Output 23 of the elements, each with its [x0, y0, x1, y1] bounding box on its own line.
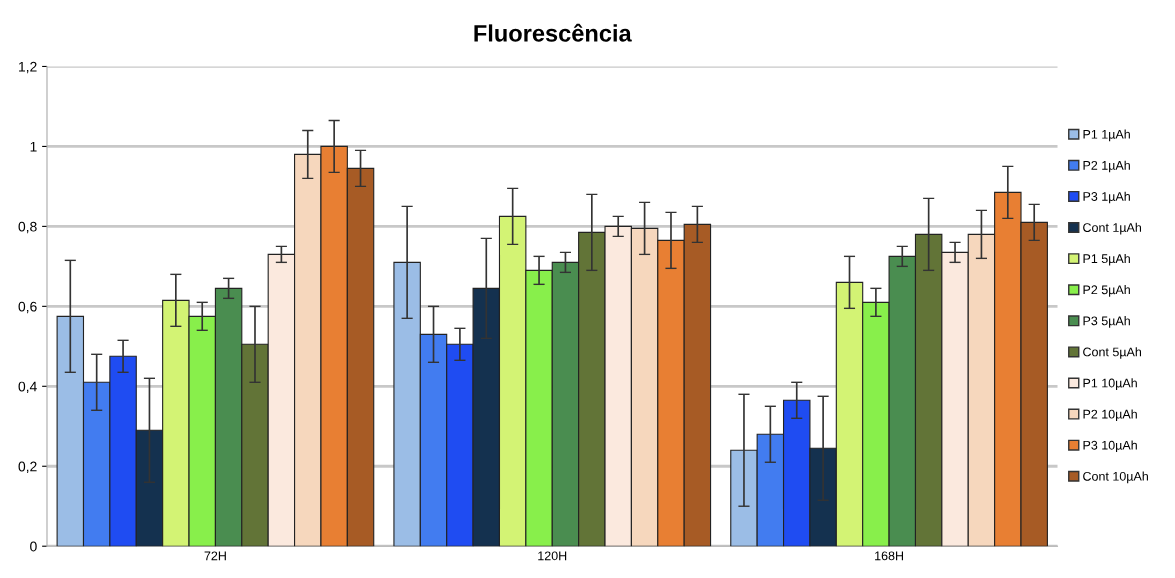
y-tick-label: 0,4 [18, 381, 37, 394]
legend-label: Cont 10µAh [1083, 471, 1148, 484]
x-tick-label: 120H [538, 551, 567, 561]
legend-label: P2 5µAh [1083, 285, 1130, 297]
y-tick-label: 0,6 [18, 301, 37, 314]
legend-label: Cont 5µAh [1083, 347, 1142, 359]
y-tick-label: 1,2 [19, 61, 37, 74]
y-tick-label: 0,2 [18, 461, 37, 474]
legend-label: P1 10µAh [1083, 378, 1137, 390]
legend-label: P3 10µAh [1083, 440, 1137, 453]
legend-label: P2 1µAh [1083, 160, 1130, 173]
legend-label: Cont 1µAh [1083, 222, 1142, 235]
y-tick-label: 1 [30, 141, 37, 152]
y-tick-label: 0,8 [18, 221, 37, 234]
x-tick-label: 168H [875, 551, 904, 561]
legend-label: P3 5µAh [1083, 316, 1130, 328]
y-tick-label: 0 [30, 541, 37, 552]
chart-title: Fluorescência [474, 23, 632, 42]
x-tick-label: 72H [204, 551, 226, 561]
legend-label: P2 10µAh [1083, 409, 1137, 422]
legend-label: P1 5µAh [1083, 253, 1130, 266]
legend-label: P3 1µAh [1083, 191, 1130, 204]
legend-label: P1 1µAh [1083, 129, 1130, 142]
